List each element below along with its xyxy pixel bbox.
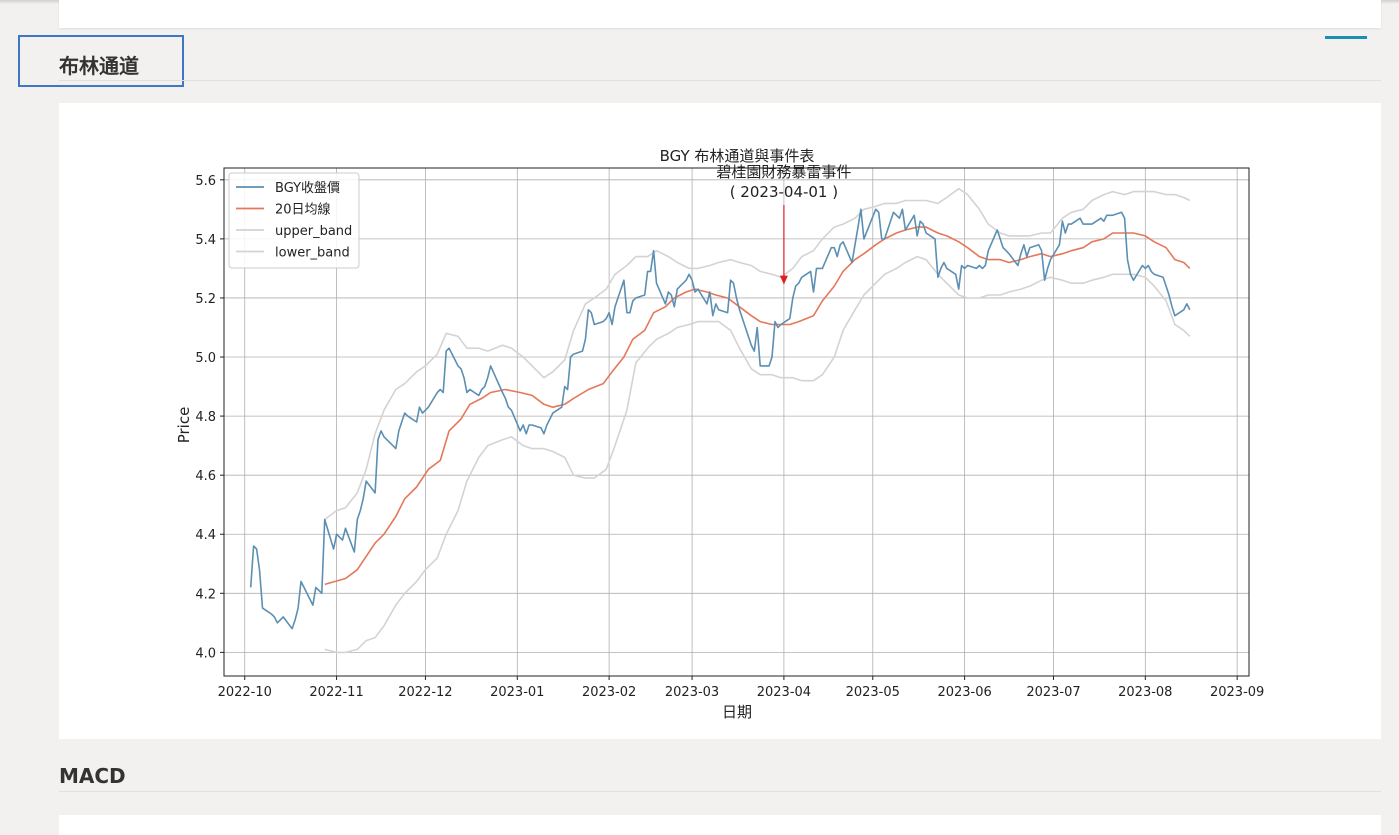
x-tick-label: 2023-08 bbox=[1118, 685, 1172, 700]
x-tick-label: 2023-03 bbox=[665, 685, 719, 700]
legend-label: lower_band bbox=[275, 246, 350, 261]
chart-title: BGY 布林通道與事件表 bbox=[660, 147, 815, 165]
legend-label: upper_band bbox=[275, 224, 352, 239]
band-layer bbox=[324, 187, 1191, 654]
y-tick-label: 5.4 bbox=[195, 233, 216, 248]
x-tick-label: 2023-06 bbox=[937, 685, 991, 700]
y-tick-label: 5.2 bbox=[195, 292, 216, 307]
y-tick-label: 5.6 bbox=[195, 174, 216, 189]
y-axis-label: Price bbox=[175, 407, 193, 444]
section-title-bollinger: 布林通道 bbox=[59, 54, 139, 78]
x-tick-label: 2022-12 bbox=[398, 685, 452, 700]
x-tick-label: 2022-10 bbox=[218, 685, 272, 700]
previous-chart-card bbox=[59, 0, 1381, 28]
x-tick-label: 2023-09 bbox=[1210, 685, 1264, 700]
x-tick-label: 2023-02 bbox=[582, 685, 636, 700]
legend-layer: BGY收盤價 20日均線 upper_band lower_band bbox=[228, 172, 360, 269]
legend-box bbox=[228, 172, 360, 269]
x-tick-label: 2023-04 bbox=[757, 685, 811, 700]
annotation-layer: 碧桂園財務暴雷事件 ( 2023-04-01 ) bbox=[716, 163, 851, 285]
annotation-text: 碧桂園財務暴雷事件 bbox=[716, 163, 851, 181]
plot-frame bbox=[223, 167, 1250, 677]
series-line-BGY-0 bbox=[249, 208, 1191, 630]
section-title-macd: MACD bbox=[59, 764, 126, 788]
series-line-upper_band-2 bbox=[324, 187, 1191, 521]
macd-chart-card bbox=[59, 815, 1381, 835]
series-line-lower_band-3 bbox=[324, 255, 1191, 654]
axes-layer: 4.0 4.2 4.4 4.6 4.8 5.0 5.2 5.4 5.6 2022-10 2022-1… bbox=[195, 167, 1264, 700]
y-tick-label: 4.8 bbox=[195, 410, 216, 425]
section-title-highlight bbox=[18, 35, 184, 87]
corner-mark bbox=[1325, 28, 1367, 39]
chart-card: 4.0 4.2 4.4 4.6 4.8 5.0 5.2 5.4 5.6 2022-10 2022-1… bbox=[59, 103, 1381, 739]
section-divider bbox=[59, 791, 1381, 792]
y-tick-label: 4.4 bbox=[195, 528, 216, 543]
x-axis-label: 日期 bbox=[722, 703, 752, 721]
x-tick-label: 2023-01 bbox=[490, 685, 544, 700]
series-line-20-1 bbox=[324, 226, 1191, 586]
annotation-date: ( 2023-04-01 ) bbox=[730, 183, 838, 201]
series-layer bbox=[249, 208, 1191, 630]
y-tick-label: 4.2 bbox=[195, 587, 216, 602]
grid-layer bbox=[224, 168, 1249, 676]
annotation-arrow-head bbox=[779, 275, 788, 285]
legend-label: 20日均線 bbox=[275, 202, 331, 218]
x-tick-label: 2022-11 bbox=[309, 685, 363, 700]
y-tick-label: 5.0 bbox=[195, 351, 216, 366]
legend-label: BGY收盤價 bbox=[275, 181, 340, 196]
x-tick-label: 2023-07 bbox=[1026, 685, 1080, 700]
section-divider bbox=[59, 80, 1381, 81]
x-tick-label: 2023-05 bbox=[846, 685, 900, 700]
bollinger-chart: 4.0 4.2 4.4 4.6 4.8 5.0 5.2 5.4 5.6 2022-10 2022-1… bbox=[175, 147, 1264, 721]
y-tick-label: 4.0 bbox=[195, 646, 216, 661]
y-tick-label: 4.6 bbox=[195, 469, 216, 484]
